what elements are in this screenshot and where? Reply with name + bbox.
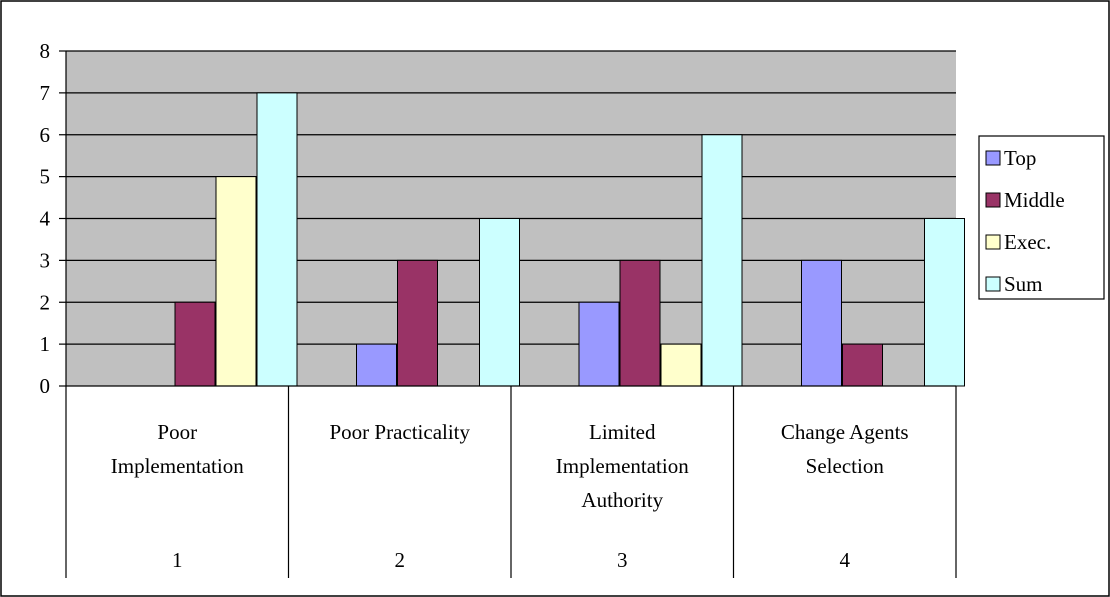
category-label: Implementation [111, 454, 244, 478]
y-tick-label: 5 [40, 165, 51, 189]
category-number: 2 [395, 548, 406, 572]
category-label: Poor [157, 420, 197, 444]
bar-middle-2 [397, 259, 438, 387]
plot-area: 0 1 2 3 4 5 6 7 8 Poor Implementation 1 Poor Practic… [40, 39, 965, 578]
y-tick-label: 0 [40, 374, 51, 398]
y-tick-label: 7 [40, 81, 51, 105]
category-label: Limited [589, 420, 656, 444]
bar-sum-1 [256, 92, 298, 387]
legend-label: Exec. [1004, 230, 1051, 254]
bar-middle-1 [174, 301, 216, 387]
y-tick-label: 6 [40, 123, 51, 147]
y-tick-label: 4 [40, 207, 51, 231]
bar-sum-2 [479, 218, 520, 387]
category-number: 4 [840, 548, 851, 572]
bar-sum-3 [701, 134, 743, 387]
legend-label: Top [1004, 146, 1036, 170]
bar-exec-1 [215, 176, 257, 387]
category-label: Selection [806, 454, 885, 478]
category-label: Poor Practicality [329, 420, 470, 444]
y-tick-label: 2 [40, 290, 51, 314]
bar-middle-4 [842, 343, 883, 387]
bar-top-3 [578, 301, 620, 387]
bar-top-2 [356, 343, 397, 387]
y-tick-label: 8 [40, 39, 51, 63]
legend-swatch [985, 276, 1001, 292]
bar-top-4 [801, 259, 842, 387]
y-tick-label: 1 [40, 332, 51, 356]
bar-exec-3 [660, 343, 702, 387]
y-tick-label: 3 [40, 248, 51, 272]
category-number: 3 [617, 548, 628, 572]
category-number: 1 [172, 548, 183, 572]
category-label: Change Agents [781, 420, 909, 444]
legend-label: Sum [1004, 272, 1043, 296]
legend-swatch [985, 150, 1001, 166]
legend-label: Middle [1004, 188, 1065, 212]
legend-swatch [985, 192, 1001, 208]
legend-swatch [985, 234, 1001, 250]
legend: Top Middle Exec. Sum [978, 135, 1105, 300]
bar-middle-3 [619, 259, 661, 387]
category-label: Implementation [556, 454, 689, 478]
category-label: Authority [581, 488, 663, 512]
bar-sum-4 [924, 218, 965, 387]
